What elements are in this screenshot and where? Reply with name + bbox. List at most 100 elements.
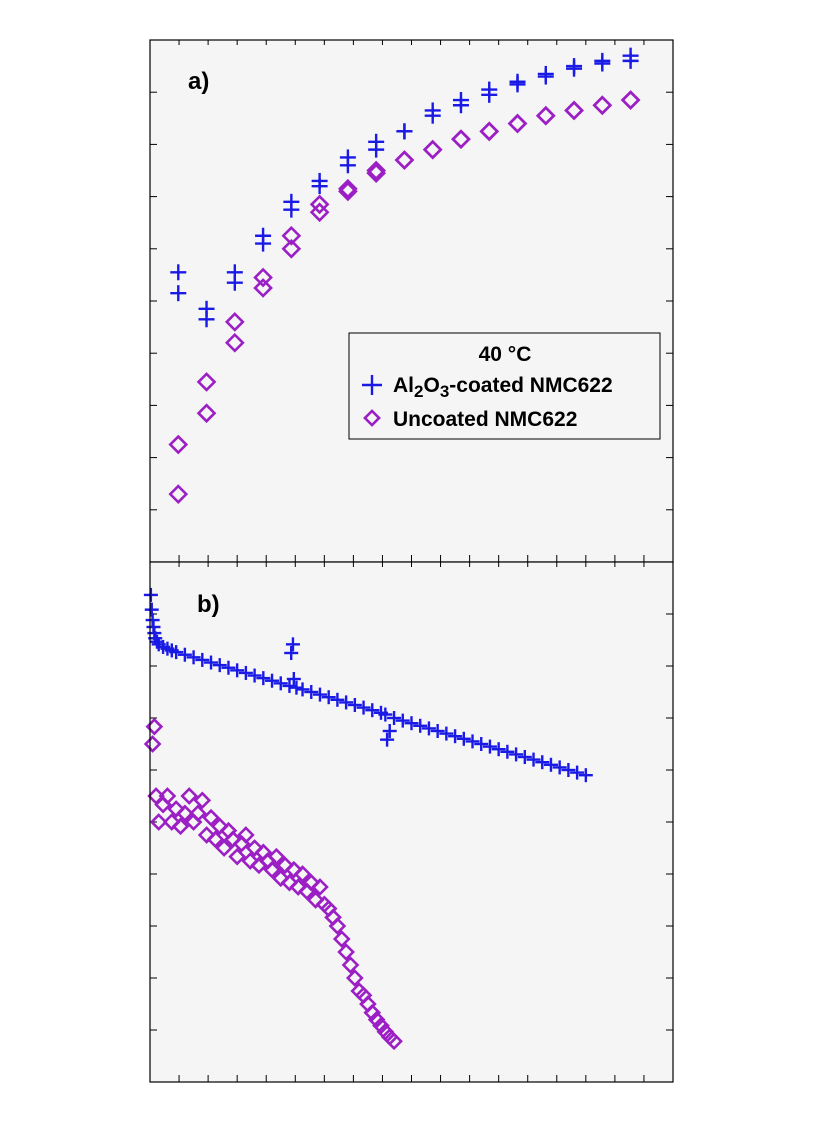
panel-b-coated-series — [143, 587, 593, 783]
panel-a-uncoated-point — [535, 105, 556, 126]
panel-b-coated-point — [465, 734, 480, 749]
panel-b-coated-point — [186, 650, 201, 665]
panel-b-coated-point — [500, 744, 515, 759]
panel-b-uncoated-point — [189, 804, 207, 823]
panel-b-uncoated-point — [306, 891, 325, 909]
panel-b-coated-point — [347, 698, 362, 712]
panel-b-coated-point — [509, 747, 524, 762]
panel-a-uncoated-point — [253, 267, 273, 288]
panel-b-uncoated-point — [280, 873, 299, 892]
panel-a-label: a) — [188, 68, 209, 95]
legend-coated-marker-icon — [362, 375, 382, 395]
panel-b-coated-point — [482, 739, 497, 754]
panel-b-coated-point — [204, 655, 219, 670]
panel-b-coated-point — [491, 742, 506, 757]
panel-a-uncoated-point — [196, 403, 217, 424]
panel-b-uncoated-point — [341, 956, 360, 974]
panel-b-uncoated-point — [210, 817, 229, 836]
panel-b-uncoated-point — [176, 804, 194, 823]
panel-b-coated-point — [221, 660, 236, 675]
panel-a-coated-point — [198, 311, 215, 328]
panel-b-uncoated-point — [149, 813, 168, 831]
panel-b-uncoated-point — [228, 847, 247, 866]
legend-uncoated-marker-icon — [363, 409, 381, 427]
legend-uncoated-label: Uncoated NMC622 — [393, 408, 577, 431]
panel-a-uncoated-point — [309, 194, 330, 215]
panel-a-uncoated-point — [196, 372, 217, 392]
panel-a-uncoated-point — [281, 225, 302, 246]
panel-b-uncoated-point — [162, 813, 181, 831]
panel-b-frame — [149, 561, 674, 1083]
panel-b-uncoated-point — [267, 847, 286, 866]
panel-b-coated-point — [247, 668, 262, 683]
panel-b-coated-point — [143, 587, 158, 602]
panel-b-uncoated-point — [197, 826, 216, 844]
panel-b-uncoated-point — [311, 878, 329, 896]
panel-a-uncoated-point — [564, 100, 584, 121]
panel-b-coated-point — [387, 711, 402, 725]
panel-b-coated-point — [378, 707, 393, 722]
panel-a-coated-point — [396, 123, 413, 140]
legend-coated-label-part-1: O — [423, 374, 439, 397]
panel-a: a) 40 °C Al2O3-coated NMC622 Uncoated NM… — [149, 39, 674, 563]
panel-a-uncoated-point — [620, 90, 641, 110]
panel-b-coated-point — [195, 652, 210, 667]
panel-b-uncoated-point — [346, 969, 364, 987]
panel-b-uncoated-point — [237, 826, 255, 844]
panel-b-coated-point — [456, 731, 471, 746]
panel-b-coated-point — [561, 763, 576, 777]
panel-b-uncoated-point — [215, 839, 233, 857]
panel-a-uncoated-point — [253, 278, 273, 298]
panel-b-uncoated-point — [328, 917, 347, 935]
panel-b-uncoated-point — [158, 787, 177, 805]
panel-b-uncoated-point — [180, 787, 199, 805]
panel-b-coated-point — [380, 732, 395, 747]
panel-b-coated-point — [395, 713, 410, 728]
panel-a-coated-point — [368, 141, 385, 158]
panel-a-uncoated-point — [592, 95, 613, 116]
panel-b-uncoated-point — [223, 830, 242, 849]
panel-b-uncoated-point — [202, 808, 220, 827]
panel-a-uncoated-point — [168, 484, 189, 504]
panel-a-uncoated-point — [394, 150, 415, 170]
panel-b-uncoated-point — [293, 865, 312, 883]
legend-box — [348, 332, 661, 440]
legend-coated-label: Al2O3-coated NMC622 — [393, 374, 613, 401]
panel-b-coated-point — [421, 721, 436, 736]
panel-b-uncoated-point — [337, 943, 355, 961]
panel-a-coated-point — [452, 97, 469, 114]
panel-b-coated-point — [265, 673, 280, 688]
panel-a-coated-point — [424, 107, 441, 124]
panel-b-uncoated-point — [289, 878, 308, 896]
panel-b-coated-point — [430, 724, 445, 738]
panel-b-uncoated-point — [284, 860, 303, 879]
panel-b-coated-point — [169, 645, 184, 660]
panel-b-coated-point — [230, 663, 245, 678]
panel-b-coated-point — [286, 672, 301, 686]
panel-b-uncoated-point — [385, 1032, 403, 1051]
panel-b-uncoated-point — [241, 852, 260, 870]
panel-a-uncoated-point — [338, 178, 358, 199]
panel-a-coated-point — [170, 285, 187, 302]
panel-a-coated-point — [311, 178, 328, 195]
panel-a-uncoated-point — [451, 129, 471, 150]
panel-b-coated-point — [356, 700, 371, 715]
panel-a-coated-point — [255, 235, 272, 252]
panel-b-plot-area — [150, 562, 673, 1082]
panel-a-uncoated-point — [281, 238, 302, 259]
panel-b-uncoated-point — [271, 869, 290, 888]
panel-b-uncoated-point — [302, 873, 321, 892]
panel-b-coated-point — [212, 658, 227, 673]
panel-b-uncoated-point — [143, 735, 162, 753]
panel-b-coated-point — [273, 676, 288, 691]
panel-a-coated-point — [509, 76, 526, 93]
panel-b-coated-point — [526, 752, 541, 767]
panel-b-label: b) — [197, 591, 220, 618]
panel-a-uncoated-point — [422, 139, 443, 160]
legend: 40 °C Al2O3-coated NMC622 Uncoated NMC62… — [348, 332, 661, 440]
panel-b-coated-point — [535, 755, 550, 770]
legend-title: 40 °C — [479, 343, 532, 366]
panel-a-coated-point — [226, 274, 243, 291]
panel-b-coated-point — [321, 690, 336, 705]
panel-b-coated-point — [177, 647, 192, 662]
